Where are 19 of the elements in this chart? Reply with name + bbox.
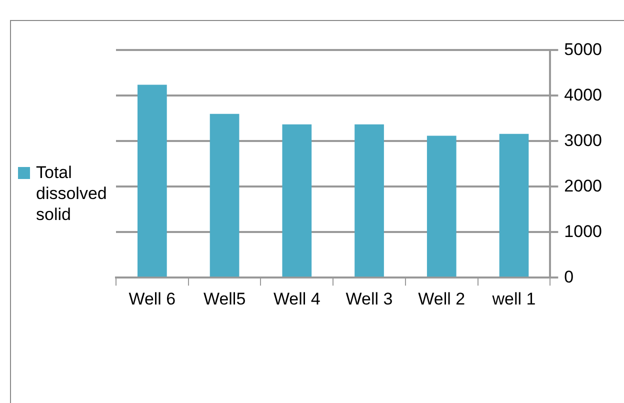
x-tick-label: Well 3 xyxy=(346,289,393,308)
bar xyxy=(210,114,240,277)
x-tick-label: Well5 xyxy=(203,289,246,308)
y-tick-label: 2000 xyxy=(564,176,602,196)
legend-label: Total dissolved solid xyxy=(36,162,108,225)
bar xyxy=(282,124,312,277)
y-tick-label: 5000 xyxy=(564,40,602,59)
bar xyxy=(354,124,384,277)
y-tick-label: 1000 xyxy=(564,222,602,241)
y-tick-label: 0 xyxy=(564,267,574,286)
bar xyxy=(499,134,529,277)
bar xyxy=(426,136,456,277)
x-tick-label: Well 2 xyxy=(418,289,466,308)
y-tick-label: 3000 xyxy=(564,130,602,150)
x-tick-label: Well 6 xyxy=(128,289,176,308)
x-tick-label: Well 4 xyxy=(273,289,320,308)
x-tick-label: well 1 xyxy=(491,289,536,308)
y-tick-label: 4000 xyxy=(564,85,602,104)
bar xyxy=(138,84,167,277)
